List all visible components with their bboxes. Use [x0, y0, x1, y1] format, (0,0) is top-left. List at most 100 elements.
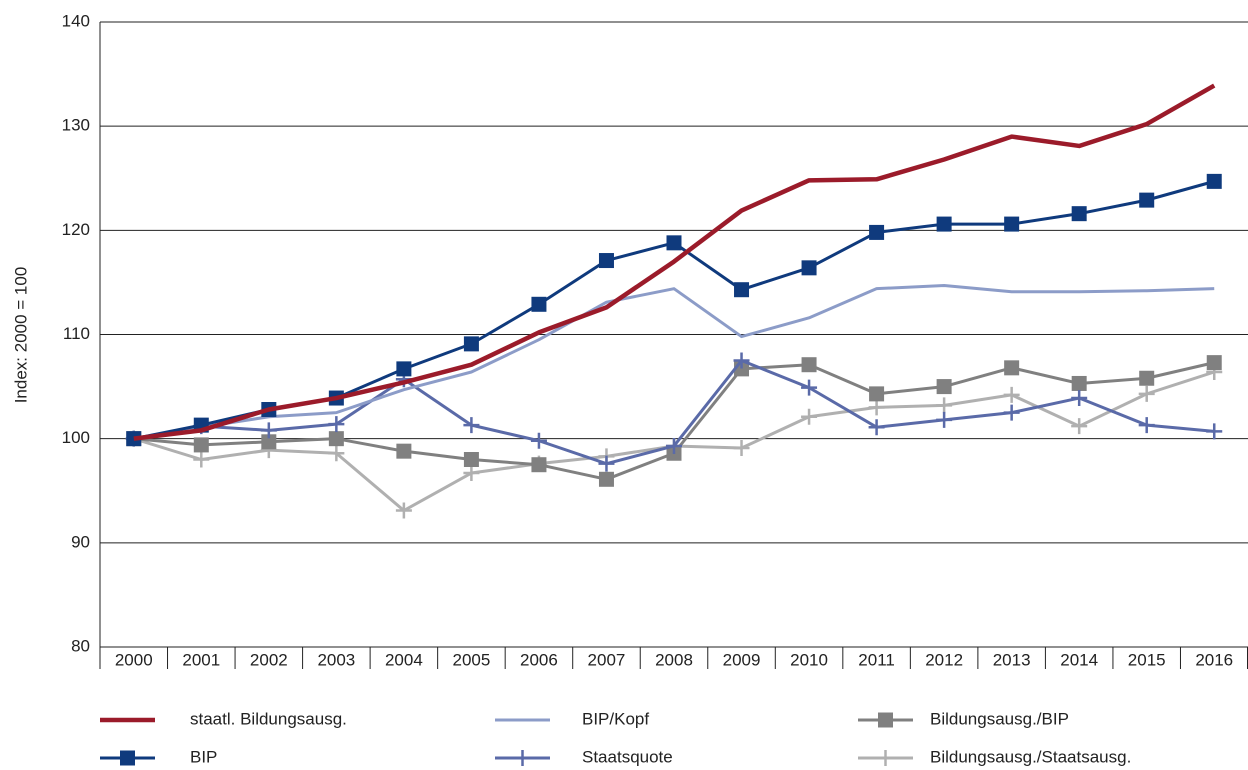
x-tick-label: 2007 — [588, 650, 626, 669]
marker — [261, 434, 277, 450]
legend-label: BIP — [190, 747, 217, 766]
marker — [1071, 375, 1087, 391]
series-line — [133, 361, 1215, 481]
marker — [1004, 360, 1020, 376]
x-tick-label: 2016 — [1195, 650, 1233, 669]
x-tick-label: 2010 — [790, 650, 828, 669]
marker — [328, 431, 344, 447]
series — [133, 284, 1215, 441]
x-tick-label: 2001 — [182, 650, 220, 669]
marker — [801, 260, 817, 276]
marker — [463, 336, 479, 352]
x-tick-label: 2000 — [115, 650, 153, 669]
marker — [733, 352, 750, 369]
marker — [1206, 423, 1223, 440]
marker — [936, 397, 953, 414]
marker — [395, 502, 412, 519]
marker — [1139, 192, 1155, 208]
marker — [1003, 386, 1020, 403]
legend-marker — [877, 750, 894, 766]
marker — [531, 296, 547, 312]
marker — [530, 432, 547, 449]
y-tick-label: 120 — [62, 220, 90, 239]
marker — [328, 416, 345, 433]
marker — [396, 361, 412, 377]
marker — [598, 471, 614, 487]
y-axis-label: Index: 2000 = 100 — [11, 267, 30, 404]
marker — [1138, 417, 1155, 434]
y-tick-label: 110 — [63, 324, 90, 343]
x-tick-label: 2012 — [925, 650, 963, 669]
y-tick-label: 90 — [71, 532, 90, 551]
legend-item: Staatsquote — [495, 747, 673, 766]
legend-label: Bildungsausg./Staatsausg. — [930, 747, 1131, 766]
marker — [531, 457, 547, 473]
legend-item: BIP — [100, 747, 217, 766]
legend-label: Staatsquote — [582, 747, 673, 766]
marker — [734, 282, 750, 298]
marker — [328, 445, 345, 462]
legend-item: BIP/Kopf — [495, 709, 649, 728]
x-tick-label: 2015 — [1128, 650, 1166, 669]
series — [133, 83, 1216, 441]
legend-label: Bildungsausg./BIP — [930, 709, 1069, 728]
legend-marker — [878, 712, 893, 728]
marker — [463, 452, 479, 467]
marker — [396, 443, 412, 459]
y-tick-label: 130 — [62, 116, 90, 135]
marker — [869, 224, 885, 240]
series-line — [133, 284, 1215, 441]
marker — [1071, 390, 1088, 407]
marker — [801, 408, 818, 425]
x-tick-label: 2008 — [655, 650, 693, 669]
marker — [598, 253, 614, 269]
marker — [1071, 418, 1088, 435]
x-tick-label: 2003 — [317, 650, 355, 669]
x-tick-label: 2014 — [1060, 650, 1098, 669]
x-tick-label: 2006 — [520, 650, 558, 669]
x-tick-label: 2011 — [858, 650, 895, 669]
marker — [936, 411, 953, 428]
marker — [1206, 173, 1222, 189]
marker — [193, 451, 210, 468]
legend-label: BIP/Kopf — [582, 709, 649, 728]
y-tick-label: 80 — [71, 636, 90, 655]
marker — [463, 417, 480, 434]
x-tick-label: 2004 — [385, 650, 423, 669]
marker — [1004, 216, 1020, 232]
marker — [666, 437, 682, 454]
marker — [463, 465, 480, 482]
marker — [801, 357, 817, 373]
series — [126, 355, 1222, 487]
marker — [193, 437, 209, 453]
marker — [868, 399, 885, 416]
legend-label: staatl. Bildungsausg. — [190, 709, 347, 728]
marker — [598, 455, 615, 472]
x-tick-label: 2002 — [250, 650, 288, 669]
legend-item: staatl. Bildungsausg. — [100, 709, 347, 728]
marker — [869, 386, 885, 402]
marker — [936, 216, 952, 232]
series-line — [133, 83, 1216, 441]
marker — [260, 422, 277, 439]
legend-marker — [514, 750, 531, 766]
marker — [733, 440, 750, 457]
series — [125, 352, 1223, 472]
marker — [666, 235, 682, 251]
x-tick-label: 2005 — [452, 650, 490, 669]
y-tick-label: 100 — [62, 428, 90, 447]
marker — [936, 379, 952, 395]
legend-marker — [120, 750, 135, 766]
marker — [801, 379, 818, 396]
marker — [1206, 355, 1222, 371]
legend-item: Bildungsausg./BIP — [858, 709, 1069, 728]
marker — [1071, 206, 1087, 222]
y-tick-label: 140 — [62, 11, 90, 30]
marker — [1138, 385, 1155, 402]
legend-item: Bildungsausg./Staatsausg. — [858, 747, 1131, 766]
series-line — [133, 179, 1215, 441]
marker — [868, 419, 885, 436]
x-tick-label: 2009 — [723, 650, 761, 669]
marker — [1139, 370, 1155, 386]
